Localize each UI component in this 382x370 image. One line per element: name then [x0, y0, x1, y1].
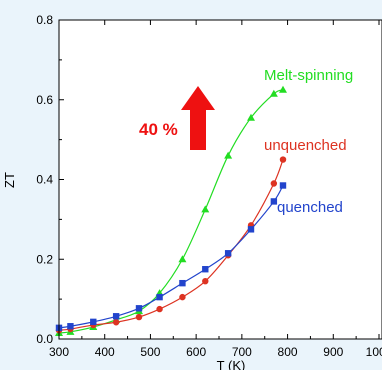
data-point-quenched — [202, 266, 209, 273]
x-tick-label: 800 — [278, 345, 298, 359]
data-point-unquenched — [135, 313, 143, 321]
x-tick-label: 1000 — [366, 345, 382, 359]
data-point-melt-spinning — [178, 255, 187, 263]
data-point-melt-spinning — [279, 85, 287, 93]
y-tick-label: 0.8 — [36, 13, 53, 27]
y-tick-label: 0.4 — [36, 173, 53, 187]
data-point-unquenched — [270, 180, 278, 187]
data-point-melt-spinning — [224, 151, 233, 159]
plot-area — [59, 20, 382, 339]
x-tick-label: 300 — [49, 345, 69, 359]
data-point-quenched — [224, 250, 232, 257]
y-tick-label: 0.2 — [36, 252, 53, 266]
plot-frame — [58, 19, 382, 340]
data-point-unquenched — [279, 156, 287, 163]
data-point-unquenched — [112, 319, 120, 326]
axis-ticks — [58, 19, 380, 340]
series-label-unquenched: unquenched — [264, 137, 347, 154]
data-point-unquenched — [156, 305, 163, 313]
series-label-quenched: quenched — [277, 199, 343, 216]
y-tick-label: 0.6 — [36, 93, 53, 107]
y-axis-title: ZT — [2, 172, 17, 188]
improvement-label: 40 % — [139, 120, 178, 139]
data-point-quenched — [247, 226, 255, 233]
data-point-quenched — [156, 293, 163, 301]
x-tick-label: 500 — [140, 345, 160, 359]
data-point-melt-spinning — [247, 113, 255, 121]
data-point-quenched — [112, 313, 120, 320]
data-point-quenched — [135, 305, 143, 312]
improvement-arrow — [181, 86, 215, 150]
x-tick-label: 700 — [232, 345, 252, 359]
y-tick-label: 0.0 — [36, 332, 53, 346]
data-point-unquenched — [179, 293, 186, 301]
x-tick-label: 900 — [323, 345, 343, 359]
x-axis-title: T (K) — [217, 358, 246, 370]
data-point-melt-spinning — [201, 205, 210, 213]
data-point-unquenched — [202, 277, 209, 285]
data-point-quenched — [90, 318, 97, 326]
data-point-melt-spinning — [269, 89, 278, 97]
x-tick-labels: 300 400 500 600 700 800 900 1000 — [49, 345, 382, 359]
x-tick-label: 600 — [186, 345, 206, 359]
data-point-quenched — [279, 182, 287, 189]
data-point-quenched — [179, 279, 186, 287]
y-tick-labels: 0.0 0.2 0.4 0.6 0.8 — [36, 13, 53, 346]
data-point-quenched — [270, 198, 278, 205]
series-label-melt-spinning: Melt-spinning — [264, 67, 353, 84]
x-tick-label: 400 — [95, 345, 115, 359]
data-point-quenched — [67, 323, 74, 330]
